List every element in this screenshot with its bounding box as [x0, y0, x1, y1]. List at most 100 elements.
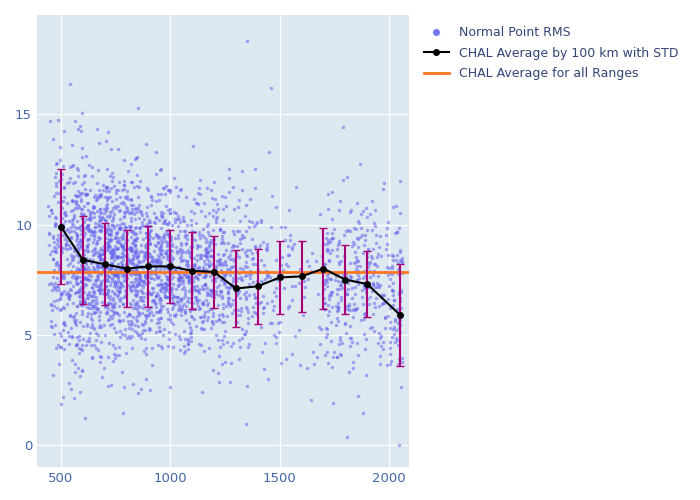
Point	[351, 258, 362, 266]
Point	[71, 302, 83, 310]
Point	[113, 236, 124, 244]
Point	[104, 299, 115, 307]
Point	[59, 210, 70, 218]
Point	[365, 210, 376, 218]
Point	[102, 276, 113, 284]
Point	[139, 280, 150, 287]
Point	[119, 276, 130, 284]
Point	[104, 299, 116, 307]
Point	[118, 246, 130, 254]
Point	[244, 272, 255, 280]
Point	[47, 281, 58, 289]
Point	[129, 290, 140, 298]
Point	[152, 318, 163, 326]
Point	[351, 268, 363, 276]
Point	[57, 393, 69, 401]
Point	[348, 240, 359, 248]
Point	[366, 287, 377, 295]
Point	[186, 330, 197, 338]
Point	[114, 214, 125, 222]
Point	[111, 328, 122, 336]
Point	[190, 236, 201, 244]
Point	[185, 267, 196, 275]
Point	[183, 278, 194, 285]
Point	[186, 242, 197, 250]
Point	[202, 290, 213, 298]
Point	[82, 222, 93, 230]
Point	[87, 262, 98, 270]
Point	[174, 336, 186, 344]
Point	[143, 236, 154, 244]
Point	[389, 229, 400, 237]
Point	[88, 302, 99, 310]
Point	[183, 276, 195, 283]
Point	[170, 182, 181, 190]
Point	[190, 296, 202, 304]
Point	[213, 312, 224, 320]
Point	[69, 212, 80, 220]
Point	[120, 273, 131, 281]
Point	[113, 244, 124, 252]
Point	[199, 313, 210, 321]
Point	[183, 298, 194, 306]
Point	[211, 257, 223, 265]
Point	[72, 192, 83, 200]
Point	[99, 301, 111, 309]
Point	[132, 104, 144, 112]
Point	[128, 236, 139, 244]
Point	[218, 300, 229, 308]
Point	[132, 287, 144, 295]
Point	[51, 344, 62, 352]
Point	[234, 234, 246, 242]
Point	[62, 179, 73, 187]
Point	[125, 258, 136, 266]
Point	[96, 222, 107, 230]
Point	[393, 324, 405, 332]
Point	[45, 116, 56, 124]
Point	[224, 284, 235, 292]
Point	[160, 292, 171, 300]
Point	[249, 290, 260, 298]
Point	[164, 315, 176, 323]
Point	[165, 287, 176, 295]
Point	[83, 336, 94, 344]
Point	[187, 300, 198, 308]
Point	[57, 302, 69, 310]
Point	[116, 233, 127, 241]
Point	[222, 264, 233, 272]
Point	[128, 313, 139, 321]
Point	[54, 294, 65, 302]
Point	[109, 278, 120, 286]
Point	[167, 303, 178, 311]
Point	[227, 283, 238, 291]
Point	[351, 225, 362, 233]
Point	[127, 344, 138, 352]
Point	[140, 311, 151, 319]
Point	[318, 278, 329, 286]
Point	[85, 341, 97, 349]
Point	[286, 244, 297, 252]
Point	[157, 280, 168, 287]
Point	[392, 360, 403, 368]
Point	[113, 351, 125, 359]
Point	[321, 334, 332, 342]
Point	[360, 372, 372, 380]
Point	[222, 254, 233, 262]
Point	[172, 246, 183, 254]
Point	[127, 325, 138, 333]
Point	[107, 249, 118, 257]
Point	[133, 279, 144, 287]
Point	[225, 359, 236, 367]
Point	[325, 275, 336, 283]
Point	[132, 298, 143, 306]
Point	[111, 252, 122, 260]
Point	[146, 344, 158, 351]
Point	[118, 208, 130, 216]
Point	[58, 209, 69, 217]
Point	[113, 270, 124, 278]
Point	[46, 208, 57, 216]
Point	[125, 246, 136, 254]
Point	[349, 248, 360, 256]
Point	[160, 237, 171, 245]
Point	[186, 305, 197, 313]
